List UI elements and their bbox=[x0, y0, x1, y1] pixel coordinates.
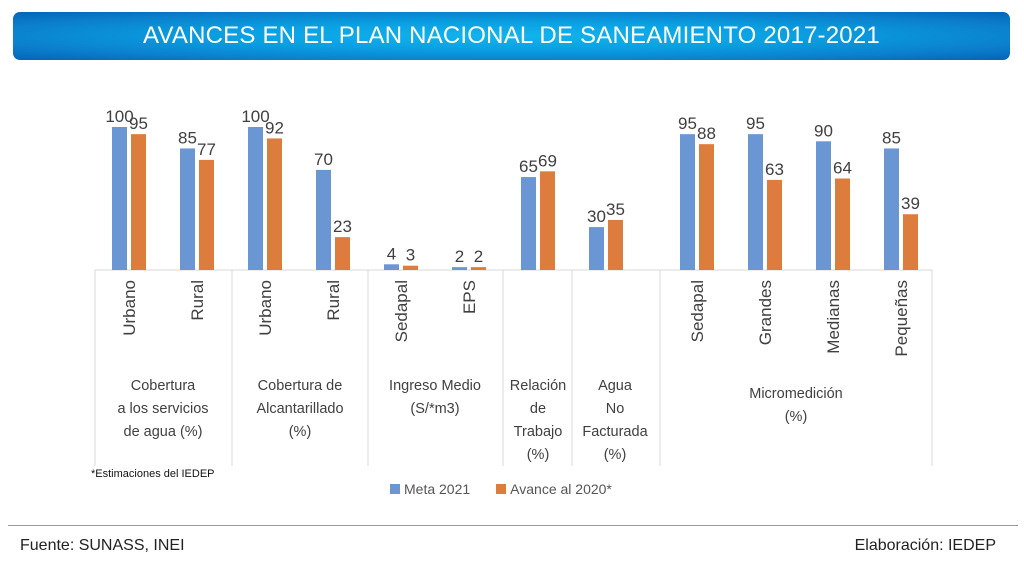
data-label-meta: 85 bbox=[882, 128, 901, 147]
chart-title: AVANCES EN EL PLAN NACIONAL DE SANEAMIEN… bbox=[143, 22, 880, 49]
data-label-meta: 90 bbox=[814, 121, 833, 140]
data-label-avance: 35 bbox=[606, 200, 625, 219]
bar-avance bbox=[335, 237, 350, 270]
group-label: (%) bbox=[289, 424, 312, 440]
group-label: a los servicios bbox=[117, 401, 208, 417]
category-tick-label: Rural bbox=[188, 280, 207, 321]
legend: Meta 2021 Avance al 2020* bbox=[390, 481, 612, 497]
bar-avance bbox=[835, 178, 850, 270]
bar-meta bbox=[112, 127, 127, 270]
title-banner: AVANCES EN EL PLAN NACIONAL DE SANEAMIEN… bbox=[13, 12, 1010, 60]
group-label: de bbox=[530, 401, 546, 417]
data-label-avance: 95 bbox=[129, 114, 148, 133]
group-label: Relación bbox=[510, 378, 566, 394]
bar-avance bbox=[403, 265, 418, 270]
bar-meta bbox=[521, 177, 536, 270]
bar-meta bbox=[316, 169, 331, 270]
data-label-avance: 64 bbox=[833, 158, 852, 177]
data-label-avance: 23 bbox=[333, 217, 352, 236]
group-label: de agua (%) bbox=[124, 424, 203, 440]
category-tick-label: Urbano bbox=[120, 280, 139, 336]
group-label: No bbox=[606, 401, 625, 417]
category-tick-label: Rural bbox=[324, 280, 343, 321]
bar-chart: 100 85 100 70 4 2 65 30 95 95 90 85 95 77 92 23 3 2 69 35 88… bbox=[94, 107, 933, 466]
legend-swatch-avance bbox=[496, 484, 507, 494]
bar-avance bbox=[540, 171, 555, 270]
category-tick-label: Sedapal bbox=[392, 280, 411, 342]
data-label-meta: 100 bbox=[241, 107, 269, 126]
footer-divider bbox=[8, 525, 1018, 526]
data-label-avance: 92 bbox=[265, 118, 284, 137]
data-label-avance: 88 bbox=[697, 124, 716, 143]
category-tick-label: Grandes bbox=[756, 280, 775, 345]
bar-meta bbox=[884, 148, 899, 270]
bar-meta bbox=[748, 134, 763, 270]
bar-avance bbox=[199, 159, 214, 270]
category-tick-label: Pequeñas bbox=[892, 280, 911, 357]
group-label: Cobertura de bbox=[258, 378, 343, 394]
bar-meta bbox=[680, 134, 695, 270]
group-label: Trabajo bbox=[514, 424, 563, 440]
bar-avance bbox=[699, 144, 714, 270]
data-label-meta: 95 bbox=[746, 114, 765, 133]
data-label-meta: 85 bbox=[178, 128, 197, 147]
estimation-note: *Estimaciones del IEDEP bbox=[91, 468, 215, 480]
group-label: Ingreso Medio bbox=[389, 378, 481, 394]
data-label-meta: 65 bbox=[519, 157, 538, 176]
credit-text: Elaboración: IEDEP bbox=[854, 537, 996, 554]
group-label: Agua bbox=[598, 378, 633, 394]
bar-meta bbox=[452, 267, 467, 270]
category-tick-label: Medianas bbox=[824, 280, 843, 354]
bar-avance bbox=[903, 214, 918, 270]
bar-meta bbox=[589, 227, 604, 270]
group-label: (S/*m3) bbox=[410, 401, 459, 417]
data-label-avance: 3 bbox=[406, 246, 415, 265]
bar-meta bbox=[180, 148, 195, 270]
group-label: Cobertura bbox=[131, 378, 196, 394]
category-tick-label: Urbano bbox=[256, 280, 275, 336]
group-label: (%) bbox=[785, 409, 808, 425]
legend-swatch-meta bbox=[390, 484, 400, 494]
group-label: Alcantarillado bbox=[256, 401, 343, 417]
data-label-meta: 100 bbox=[105, 107, 133, 126]
data-label-avance: 39 bbox=[901, 194, 920, 213]
legend-label-meta: Meta 2021 bbox=[404, 481, 471, 497]
data-label-meta: 70 bbox=[314, 150, 333, 169]
legend-item-meta: Meta 2021 bbox=[390, 481, 470, 497]
bar-meta bbox=[248, 127, 263, 270]
data-label-avance: 63 bbox=[765, 160, 784, 179]
source-text: Fuente: SUNASS, INEI bbox=[20, 537, 185, 554]
bar-meta bbox=[816, 141, 831, 270]
category-tick-label: Sedapal bbox=[688, 280, 707, 342]
bar-avance bbox=[131, 134, 146, 270]
data-label-meta: 95 bbox=[678, 114, 697, 133]
bar-meta bbox=[384, 264, 399, 270]
group-label: (%) bbox=[527, 447, 550, 463]
group-label: Micromedición bbox=[749, 386, 842, 402]
data-label-meta: 2 bbox=[455, 247, 464, 266]
legend-label-avance: Avance al 2020* bbox=[510, 481, 612, 497]
data-label-meta: 30 bbox=[587, 207, 606, 226]
bar-avance bbox=[767, 179, 782, 270]
data-label-avance: 69 bbox=[538, 151, 557, 170]
legend-item-avance: Avance al 2020* bbox=[496, 481, 612, 497]
data-label-meta: 4 bbox=[387, 244, 396, 263]
category-tick-label: EPS bbox=[460, 280, 479, 314]
group-label: Facturada bbox=[582, 424, 648, 440]
bar-avance bbox=[608, 219, 623, 270]
bar-avance bbox=[267, 138, 282, 270]
bar-avance bbox=[471, 267, 486, 270]
data-label-avance: 77 bbox=[197, 140, 216, 159]
group-label: (%) bbox=[604, 447, 627, 463]
data-label-avance: 2 bbox=[474, 247, 483, 266]
